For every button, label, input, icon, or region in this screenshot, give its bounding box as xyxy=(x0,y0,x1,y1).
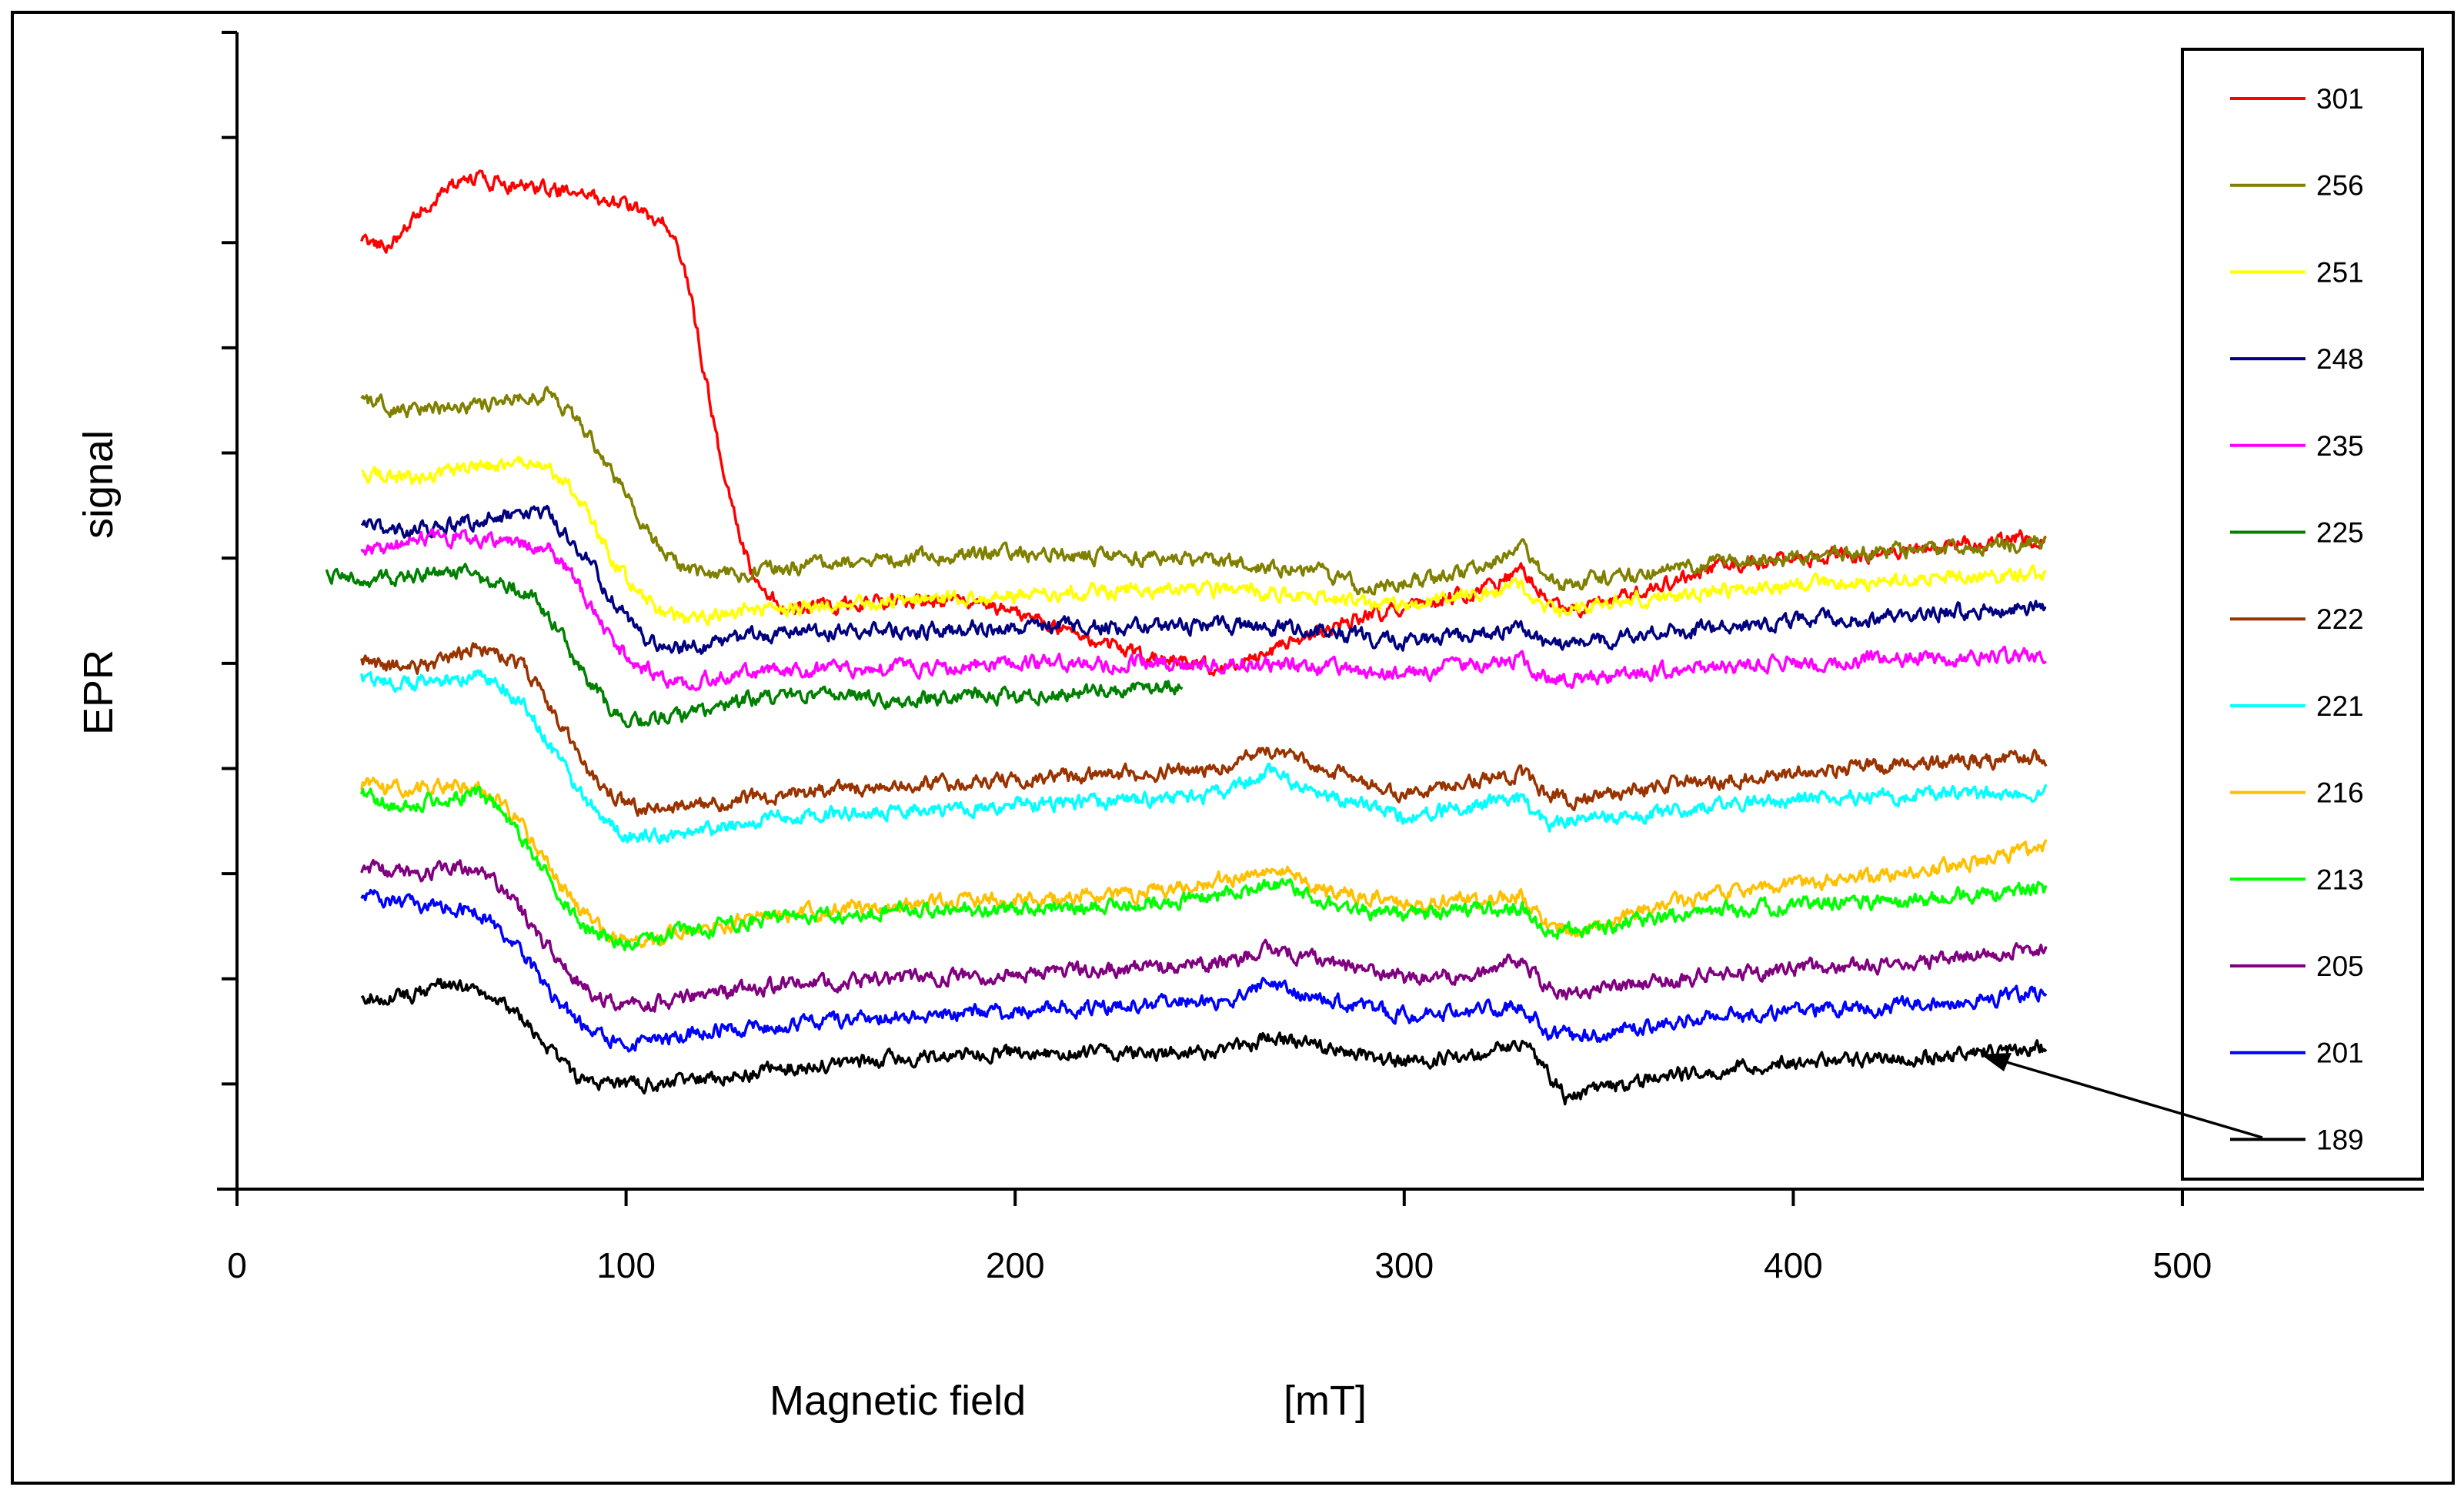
x-tick-label-0: 0 xyxy=(227,1245,247,1285)
legend-label-216: 216 xyxy=(2316,777,2364,809)
legend-label-256: 256 xyxy=(2316,170,2364,202)
x-ticks: 0 100 200 300 400 500 xyxy=(227,1189,2212,1285)
legend-label-251: 251 xyxy=(2316,256,2364,288)
y-axis-title-signal: signal xyxy=(75,430,122,539)
outer-border xyxy=(11,11,2455,1485)
x-tick-label-400: 400 xyxy=(1764,1245,1823,1285)
annotation-arrowhead xyxy=(1981,1053,2012,1071)
series-line-213 xyxy=(360,785,2048,951)
series-line-256 xyxy=(360,386,2047,596)
series-line-201 xyxy=(360,888,2048,1053)
series-line-251 xyxy=(360,455,2048,627)
legend: 301 256 251 248 235 225 222 221 216 213 205 201 189 xyxy=(2181,48,2424,1181)
legend-box xyxy=(2181,48,2424,1181)
y-axis xyxy=(222,31,239,1191)
legend-label-189: 189 xyxy=(2316,1124,2364,1155)
series-line-222 xyxy=(360,642,2048,817)
legend-label-201: 201 xyxy=(2316,1038,2364,1069)
legend-label-221: 221 xyxy=(2316,690,2364,722)
series-line-225 xyxy=(325,563,1184,729)
legend-label-213: 213 xyxy=(2316,864,2364,895)
legend-label-225: 225 xyxy=(2316,517,2364,549)
series-line-248 xyxy=(360,504,2047,655)
annotation-arrow-line xyxy=(1995,1058,2263,1139)
series-line-189 xyxy=(360,977,2048,1106)
legend-label-301: 301 xyxy=(2316,83,2364,115)
x-tick-label-300: 300 xyxy=(1374,1245,1434,1285)
x-tick-label-500: 500 xyxy=(2153,1245,2212,1285)
x-axis-title: Magnetic field xyxy=(770,1378,1026,1424)
series-line-301 xyxy=(360,169,2047,677)
series-line-216 xyxy=(360,777,2048,949)
x-tick-label-100: 100 xyxy=(596,1245,656,1285)
x-axis: 0 100 200 300 400 500 xyxy=(217,1188,2424,1285)
x-axis-unit: [mT] xyxy=(1284,1378,1367,1424)
legend-label-248: 248 xyxy=(2316,343,2364,375)
plot-series xyxy=(325,169,2048,1106)
series-line-235 xyxy=(360,528,2047,692)
legend-label-235: 235 xyxy=(2316,430,2364,462)
series-line-205 xyxy=(360,858,2048,1013)
annotation-arrow xyxy=(1981,1053,2263,1139)
legend-label-222: 222 xyxy=(2316,603,2364,635)
legend-label-205: 205 xyxy=(2316,951,2364,982)
legend-items: 301 256 251 248 235 225 222 221 216 213 205 201 189 xyxy=(2230,83,2364,1155)
y-axis-title: EPR xyxy=(75,650,122,735)
series-line-221 xyxy=(360,669,2048,845)
x-tick-label-200: 200 xyxy=(986,1245,1045,1285)
y-ticks xyxy=(222,31,237,1191)
